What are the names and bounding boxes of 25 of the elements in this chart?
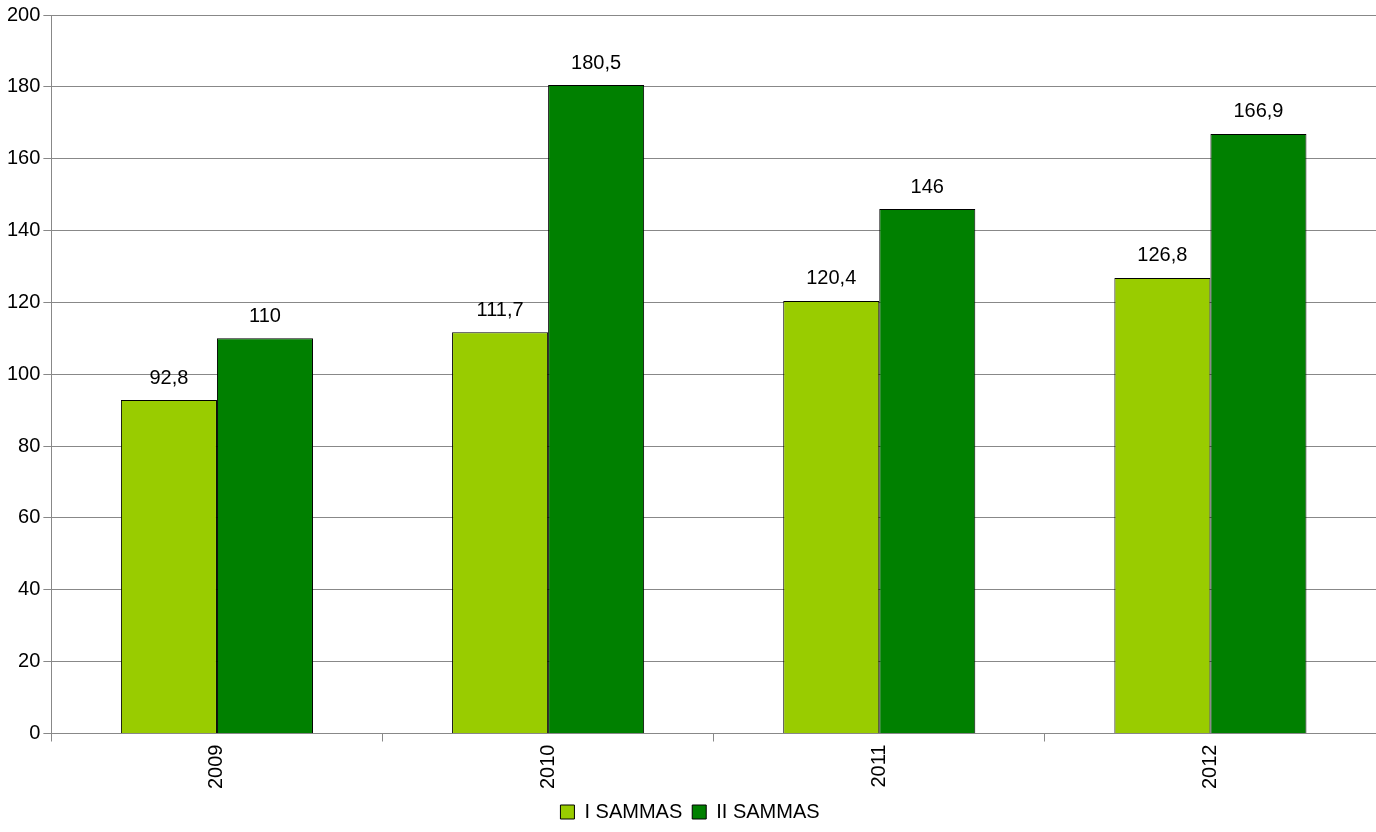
data-label: 110 — [249, 303, 281, 326]
y-tick-label: 40 — [18, 577, 41, 600]
x-tick-label: 2012 — [1197, 744, 1220, 790]
y-tick-label: 160 — [6, 146, 41, 169]
y-tick-label: 20 — [18, 649, 41, 672]
x-tick-label: 2011 — [866, 744, 889, 788]
y-tick-label: 120 — [6, 289, 41, 312]
data-label: 166,9 — [1233, 99, 1284, 122]
x-tick-label: 2010 — [535, 744, 558, 790]
data-label: 126,8 — [1137, 243, 1188, 266]
data-label: 120,4 — [806, 266, 857, 289]
data-label: 92,8 — [149, 365, 189, 388]
y-tick-label: 100 — [6, 361, 41, 384]
data-label: 180,5 — [571, 50, 622, 73]
y-tick-label: 60 — [18, 505, 41, 528]
legend-label: II SAMMAS — [716, 799, 820, 822]
y-tick-label: 0 — [29, 721, 41, 744]
data-label: 146 — [910, 174, 944, 197]
x-tick-label: 2009 — [204, 744, 227, 790]
data-label: 111,7 — [476, 297, 524, 320]
y-tick-label: 140 — [6, 218, 41, 241]
y-tick-label: 80 — [18, 433, 41, 456]
y-tick-label: 200 — [6, 2, 41, 25]
y-tick-label: 180 — [6, 74, 41, 97]
legend-label: I SAMMAS — [584, 799, 683, 822]
